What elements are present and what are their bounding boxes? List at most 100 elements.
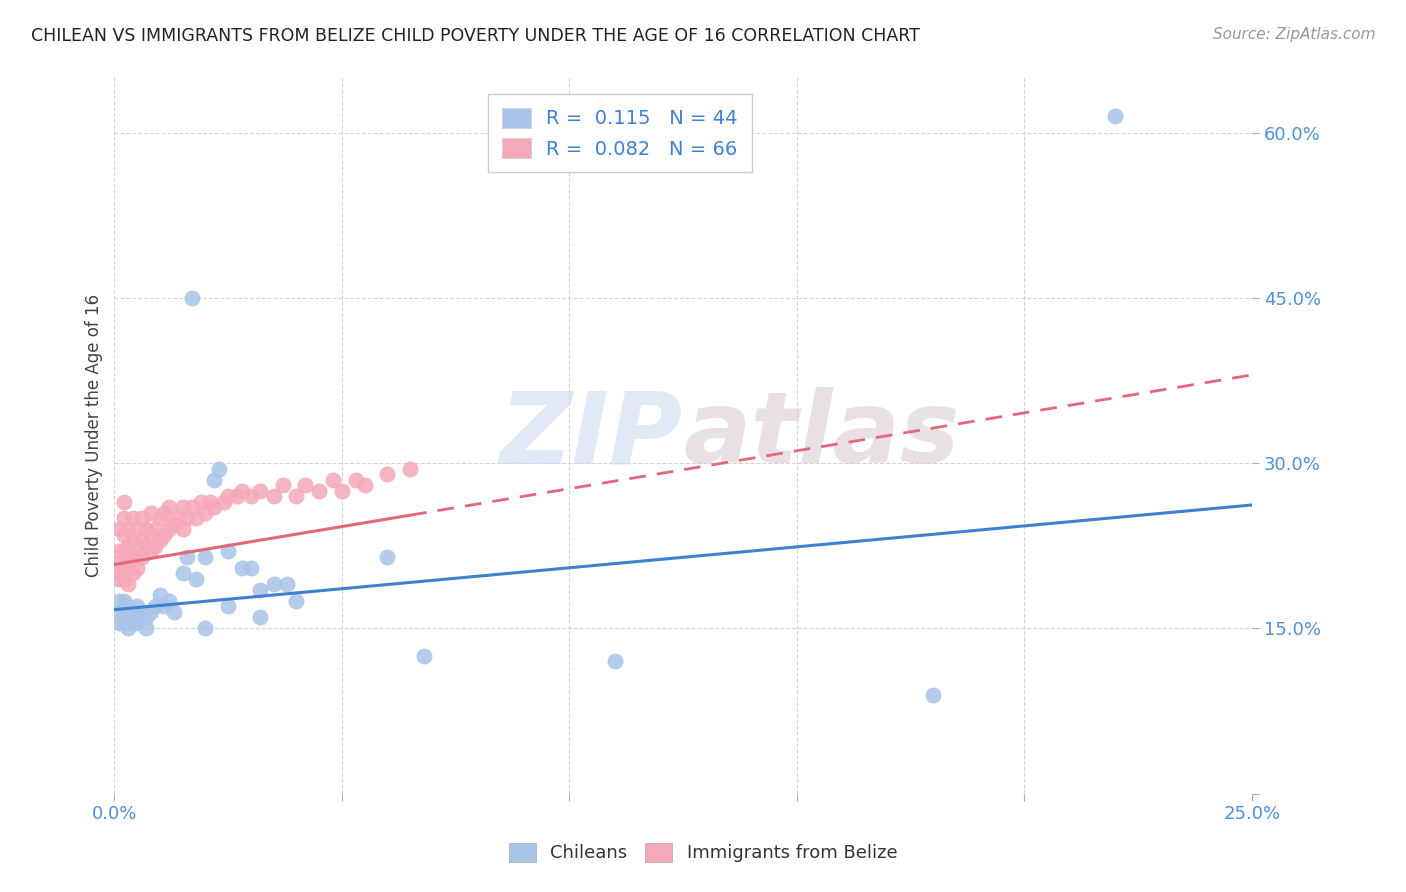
Point [157, 522, 180, 536]
Point [139, 544, 162, 558]
Point [127, 599, 149, 614]
Point [117, 610, 139, 624]
Point [121, 511, 143, 525]
Point [121, 533, 143, 548]
Point [135, 522, 157, 536]
Point [127, 544, 149, 558]
Point [217, 599, 239, 614]
Point [117, 555, 139, 569]
Point [143, 539, 166, 553]
Point [135, 621, 157, 635]
Point [322, 473, 344, 487]
Text: CHILEAN VS IMMIGRANTS FROM BELIZE CHILD POVERTY UNDER THE AGE OF 16 CORRELATION : CHILEAN VS IMMIGRANTS FROM BELIZE CHILD … [31, 27, 920, 45]
Point [117, 621, 139, 635]
Point [239, 489, 262, 503]
Point [294, 478, 316, 492]
Point [249, 483, 271, 498]
Point [276, 577, 298, 591]
Point [176, 549, 198, 564]
Point [285, 594, 308, 608]
Point [108, 566, 131, 581]
Point [603, 655, 626, 669]
Point [157, 594, 180, 608]
Point [112, 527, 135, 541]
Point [139, 527, 162, 541]
Point [204, 500, 226, 515]
Text: ZIP: ZIP [501, 387, 683, 484]
Point [121, 549, 143, 564]
Point [412, 648, 434, 663]
Point [249, 610, 271, 624]
Point [399, 461, 422, 475]
Point [112, 544, 135, 558]
Point [194, 621, 217, 635]
Point [131, 533, 153, 548]
Point [112, 561, 135, 575]
Point [112, 494, 135, 508]
Point [127, 615, 149, 630]
Point [198, 494, 221, 508]
Point [127, 522, 149, 536]
Point [308, 483, 330, 498]
Point [108, 594, 131, 608]
Point [112, 605, 135, 619]
Point [344, 473, 367, 487]
Text: atlas: atlas [683, 387, 959, 484]
Point [217, 544, 239, 558]
Point [127, 561, 149, 575]
Point [139, 506, 162, 520]
Y-axis label: Child Poverty Under the Age of 16: Child Poverty Under the Age of 16 [86, 294, 103, 577]
Point [117, 522, 139, 536]
Point [149, 511, 172, 525]
Point [149, 588, 172, 602]
Point [353, 478, 375, 492]
Point [194, 549, 217, 564]
Point [108, 555, 131, 569]
Point [239, 561, 262, 575]
Point [263, 577, 285, 591]
Point [176, 511, 198, 525]
Point [190, 494, 212, 508]
Point [117, 599, 139, 614]
Point [217, 489, 239, 503]
Point [377, 549, 399, 564]
Point [172, 522, 194, 536]
Point [231, 561, 253, 575]
Point [143, 599, 166, 614]
Point [108, 605, 131, 619]
Point [135, 610, 157, 624]
Point [231, 483, 253, 498]
Point [139, 605, 162, 619]
Point [121, 615, 143, 630]
Point [186, 511, 208, 525]
Point [117, 539, 139, 553]
Point [157, 500, 180, 515]
Point [263, 489, 285, 503]
Point [172, 500, 194, 515]
Point [143, 522, 166, 536]
Legend: Chileans, Immigrants from Belize: Chileans, Immigrants from Belize [502, 836, 904, 870]
Point [162, 516, 184, 531]
Point [153, 506, 176, 520]
Point [186, 572, 208, 586]
Point [212, 494, 235, 508]
Point [108, 544, 131, 558]
Point [131, 549, 153, 564]
Point [180, 291, 202, 305]
Point [1104, 109, 1126, 123]
Point [112, 511, 135, 525]
Point [194, 506, 217, 520]
Point [121, 566, 143, 581]
Point [249, 582, 271, 597]
Point [226, 489, 249, 503]
Point [153, 599, 176, 614]
Point [285, 489, 308, 503]
Legend: R =  0.115   N = 44, R =  0.082   N = 66: R = 0.115 N = 44, R = 0.082 N = 66 [488, 95, 752, 172]
Point [131, 605, 153, 619]
Point [131, 511, 153, 525]
Point [112, 615, 135, 630]
Point [112, 594, 135, 608]
Point [108, 522, 131, 536]
Point [204, 473, 226, 487]
Point [922, 688, 945, 702]
